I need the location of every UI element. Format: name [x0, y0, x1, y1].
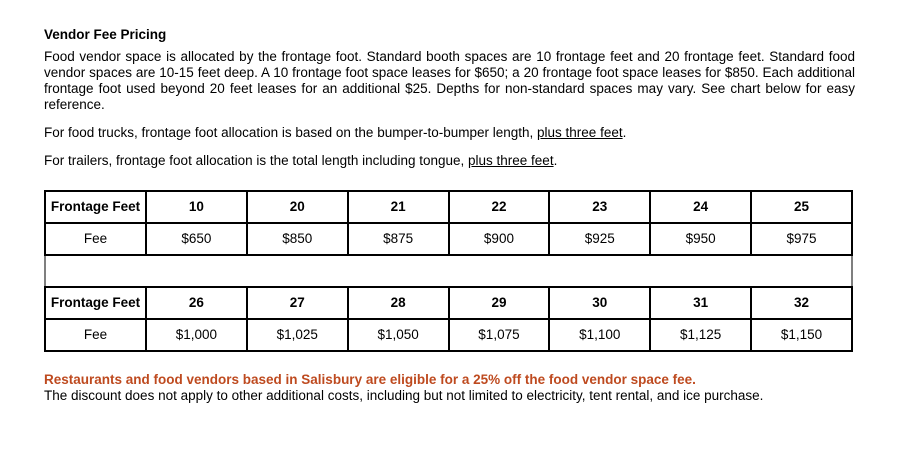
- frontage-feet-header-cell: Frontage Feet: [44, 286, 147, 320]
- frontage-value-cell: 10: [145, 190, 248, 224]
- food-trucks-note-text: For food trucks, frontage foot allocatio…: [44, 125, 538, 140]
- table-row: Frontage Feet 26 27 28 29 30 31 32: [44, 286, 853, 320]
- frontage-value-cell: 24: [649, 190, 753, 224]
- frontage-value-cell: 29: [447, 286, 551, 320]
- fee-value-cell: $1,125: [649, 318, 753, 352]
- frontage-value-cell: 20: [245, 190, 349, 224]
- frontage-value-cell: 22: [447, 190, 551, 224]
- page-title: Vendor Fee Pricing: [44, 27, 167, 42]
- food-trucks-note-underlined: plus three feet: [537, 125, 623, 140]
- fee-value-cell: $950: [649, 222, 753, 256]
- discount-section: Restaurants and food vendors based in Sa…: [44, 372, 855, 404]
- frontage-value-cell: 26: [145, 286, 248, 320]
- trailers-note-period: .: [553, 153, 558, 168]
- discount-highlight: Restaurants and food vendors based in Sa…: [44, 372, 696, 387]
- food-trucks-note-period: .: [622, 125, 627, 140]
- frontage-feet-header-cell: Frontage Feet: [44, 190, 147, 224]
- fee-value-cell: $875: [346, 222, 450, 256]
- table-row: Fee $1,000 $1,025 $1,050 $1,075 $1,100 $…: [44, 318, 853, 352]
- fee-value-cell: $900: [447, 222, 551, 256]
- frontage-value-cell: 32: [750, 286, 853, 320]
- discount-note: The discount does not apply to other add…: [44, 388, 764, 403]
- fee-value-cell: $1,000: [145, 318, 248, 352]
- fee-value-cell: $850: [245, 222, 349, 256]
- table-row: Frontage Feet 10 20 21 22 23 24 25: [44, 190, 853, 224]
- pricing-table-1: Frontage Feet 10 20 21 22 23 24 25 Fee $…: [44, 190, 853, 256]
- frontage-value-cell: 25: [750, 190, 853, 224]
- table-row: Fee $650 $850 $875 $900 $925 $950 $975: [44, 222, 853, 256]
- intro-paragraph: Food vendor space is allocated by the fr…: [44, 49, 855, 112]
- frontage-value-cell: 28: [346, 286, 450, 320]
- fee-value-cell: $1,025: [245, 318, 349, 352]
- fee-value-cell: $975: [750, 222, 853, 256]
- frontage-value-cell: 30: [548, 286, 652, 320]
- trailers-note-underlined: plus three feet: [468, 153, 554, 168]
- table-spacer-row: [44, 256, 853, 286]
- fee-value-cell: $1,075: [447, 318, 551, 352]
- fee-value-cell: $1,100: [548, 318, 652, 352]
- frontage-value-cell: 23: [548, 190, 652, 224]
- pricing-table-2: Frontage Feet 26 27 28 29 30 31 32 Fee $…: [44, 286, 853, 352]
- trailers-note: For trailers, frontage foot allocation i…: [44, 153, 855, 169]
- frontage-value-cell: 31: [649, 286, 753, 320]
- fee-value-cell: $925: [548, 222, 652, 256]
- food-trucks-note: For food trucks, frontage foot allocatio…: [44, 125, 855, 141]
- fee-label-cell: Fee: [44, 318, 147, 352]
- trailers-note-text: For trailers, frontage foot allocation i…: [44, 153, 469, 168]
- frontage-value-cell: 27: [245, 286, 349, 320]
- fee-label-cell: Fee: [44, 222, 147, 256]
- fee-value-cell: $1,150: [750, 318, 853, 352]
- frontage-value-cell: 21: [346, 190, 450, 224]
- fee-value-cell: $1,050: [346, 318, 450, 352]
- fee-value-cell: $650: [145, 222, 248, 256]
